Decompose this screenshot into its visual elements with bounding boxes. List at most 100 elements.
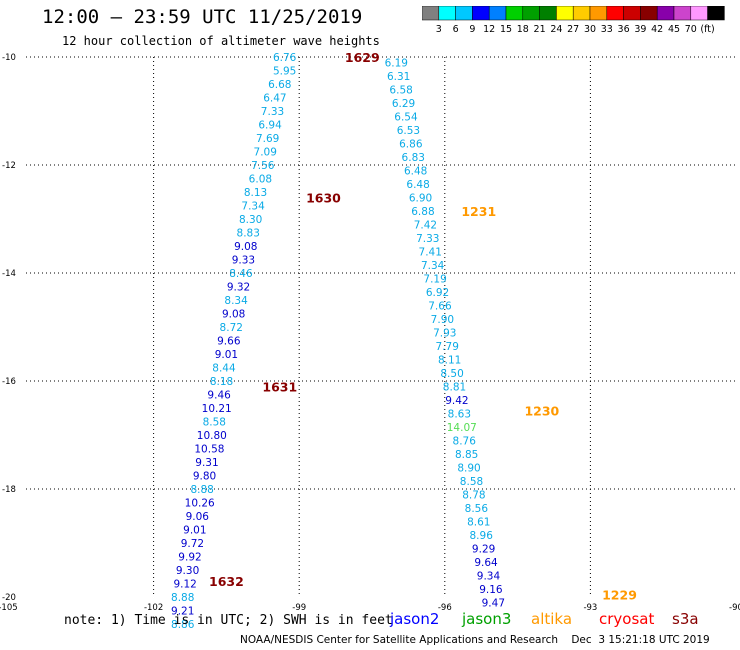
scale-label: 36 xyxy=(618,24,630,35)
wave-height-label: 9.01 xyxy=(183,525,206,537)
color-scale: 3 6 9 12 15 18 21 24 27 30 33 36 39 42 45 70 (ft) xyxy=(422,6,725,35)
wave-height-label: 8.86 xyxy=(171,619,195,631)
scale-label: 21 xyxy=(534,24,546,35)
wave-height-label: 8.18 xyxy=(210,376,233,388)
wave-height-label: 6.08 xyxy=(249,174,272,186)
x-tick-label: -105 xyxy=(0,603,18,613)
wave-height-label: 8.13 xyxy=(244,187,267,199)
wave-height-label: 9.16 xyxy=(479,584,503,596)
wave-height-label: 6.94 xyxy=(258,120,282,132)
legend-cryosat: cryosat xyxy=(599,610,655,628)
x-tick-label: -90 xyxy=(729,603,740,613)
wave-height-label: 7.34 xyxy=(421,260,445,272)
scale-label: 42 xyxy=(651,24,663,35)
map-subtitle: 12 hour collection of altimeter wave hei… xyxy=(62,34,380,48)
wave-height-label: 8.56 xyxy=(465,503,489,515)
wave-height-label: 8.58 xyxy=(460,476,483,488)
pass-time-label: 1632 xyxy=(209,574,244,589)
scale-label: 6 xyxy=(453,24,459,35)
wave-height-label: 9.46 xyxy=(207,390,231,402)
x-tick-label: -99 xyxy=(292,603,306,613)
wave-height-label: 6.76 xyxy=(273,52,297,64)
pass-time-label: 1631 xyxy=(262,379,297,394)
wave-height-label: 6.86 xyxy=(399,138,423,150)
wave-height-label: 7.33 xyxy=(261,106,284,118)
scale-label: 24 xyxy=(550,24,562,35)
scale-swatch xyxy=(707,6,725,21)
wave-height-label: 6.29 xyxy=(392,98,415,110)
wave-height-label: 9.01 xyxy=(215,349,238,361)
wave-height-label: 6.92 xyxy=(426,287,449,299)
footer-credit: NOAA/NESDIS Center for Satellite Applica… xyxy=(240,634,710,646)
wave-height-label: 9.30 xyxy=(176,565,199,577)
wave-height-label: 8.46 xyxy=(229,268,253,280)
wave-height-label: 8.90 xyxy=(457,462,480,474)
wave-height-label: 8.58 xyxy=(203,417,226,429)
wave-height-label: 10.21 xyxy=(202,403,232,415)
wave-height-label: 8.76 xyxy=(453,435,477,447)
wave-height-label: 8.78 xyxy=(462,489,485,501)
y-tick-label: -10 xyxy=(2,53,16,63)
legend-jason2: jason2 xyxy=(390,610,440,628)
wave-height-label: 9.64 xyxy=(474,557,498,569)
wave-height-label: 6.19 xyxy=(385,57,408,69)
wave-height-label: 8.81 xyxy=(443,381,466,393)
wave-height-label: 9.06 xyxy=(186,511,210,523)
y-tick-label: -14 xyxy=(2,269,16,279)
wave-height-label: 7.90 xyxy=(431,314,454,326)
wave-height-label: 6.47 xyxy=(263,93,286,105)
wave-height-label: 6.48 xyxy=(404,165,427,177)
wave-height-label: 8.30 xyxy=(239,214,262,226)
pass-time-label: 1630 xyxy=(306,190,341,205)
wave-height-label: 8.96 xyxy=(470,530,494,542)
wave-height-label: 9.08 xyxy=(234,241,257,253)
wave-height-label: 10.80 xyxy=(197,430,227,442)
wave-height-label: 7.69 xyxy=(256,133,279,145)
wave-height-label: 9.08 xyxy=(222,309,245,321)
wave-height-label: 9.34 xyxy=(477,570,501,582)
wave-height-label: 14.07 xyxy=(447,422,477,434)
scale-label: 30 xyxy=(584,24,596,35)
scale-label: 45 xyxy=(668,24,680,35)
wave-height-label: 9.21 xyxy=(171,606,194,618)
wave-height-label: 8.44 xyxy=(212,363,236,375)
wave-height-label: 7.34 xyxy=(241,201,265,213)
wave-height-label: 9.42 xyxy=(445,395,468,407)
wave-height-label: 9.33 xyxy=(232,255,255,267)
wave-height-label: 9.32 xyxy=(227,282,250,294)
legend-s3a: s3a xyxy=(672,610,699,628)
wave-height-label: 9.92 xyxy=(178,552,201,564)
scale-label: 12 xyxy=(483,24,495,35)
wave-height-label: 9.12 xyxy=(173,579,196,591)
wave-height-label: 10.58 xyxy=(194,444,224,456)
pass-time-label: 1230 xyxy=(524,404,559,419)
wave-height-label: 6.58 xyxy=(389,84,412,96)
wave-height-label: 7.33 xyxy=(416,233,439,245)
wave-height-label: 8.61 xyxy=(467,516,490,528)
wave-height-label: 8.11 xyxy=(438,354,461,366)
wave-height-label: 9.72 xyxy=(181,538,204,550)
wave-height-label: 9.47 xyxy=(482,597,505,609)
wave-height-label: 7.66 xyxy=(428,300,452,312)
x-tick-label: -96 xyxy=(438,603,452,613)
scale-label: 15 xyxy=(500,24,512,35)
wave-height-label: 9.29 xyxy=(472,543,495,555)
wave-height-label: 8.83 xyxy=(237,228,260,240)
scale-label: 70 xyxy=(685,24,697,35)
scale-label: 18 xyxy=(517,24,529,35)
wave-height-label: 7.19 xyxy=(423,273,446,285)
wave-height-label: 6.54 xyxy=(394,111,418,123)
wave-height-label: 7.93 xyxy=(433,327,456,339)
legend-altika: altika xyxy=(531,610,573,628)
legend-jason3: jason3 xyxy=(462,610,512,628)
wave-height-label: 8.88 xyxy=(171,592,194,604)
wave-height-label: 8.88 xyxy=(190,484,213,496)
wave-height-label: 8.72 xyxy=(220,322,243,334)
wave-height-label: 6.31 xyxy=(387,71,410,83)
scale-label: 3 xyxy=(436,24,442,35)
x-tick-label: -93 xyxy=(583,603,597,613)
wave-height-label: 7.79 xyxy=(436,341,459,353)
wave-height-label: 8.85 xyxy=(455,449,478,461)
scale-label: (ft) xyxy=(700,24,714,35)
wave-height-label: 6.90 xyxy=(409,192,432,204)
